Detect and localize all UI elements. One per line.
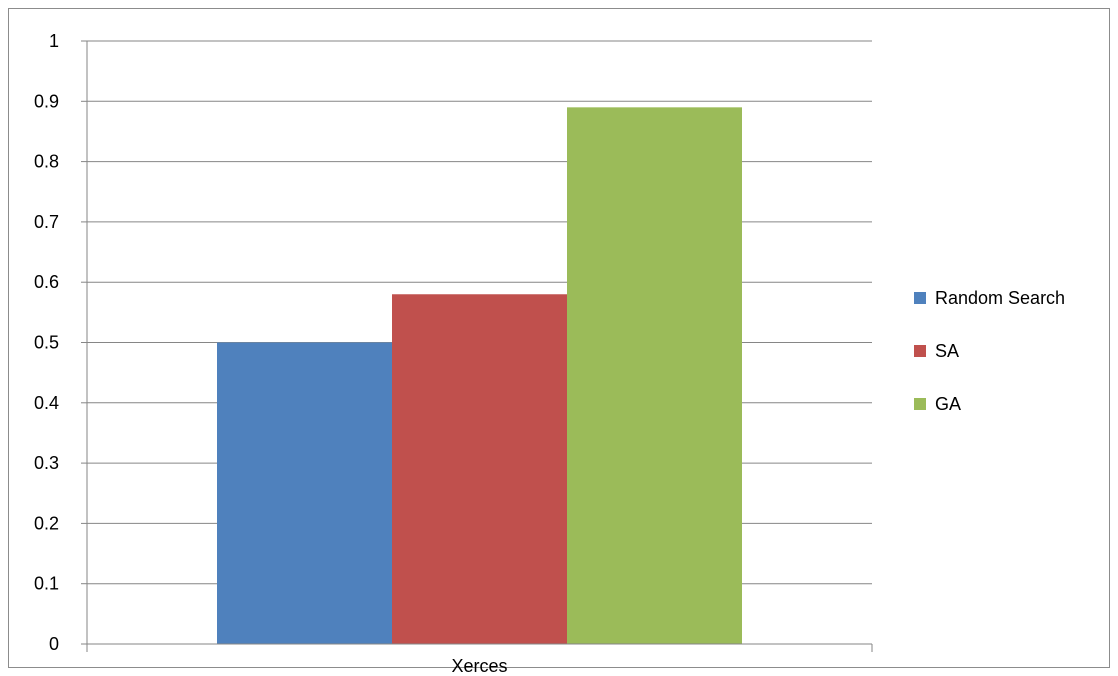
legend-label: Random Search [935,288,1065,308]
y-tick-labels: 0 0.1 0.2 0.3 0.4 0.5 0.6 0.7 0.8 0.9 1 [34,31,87,654]
y-tick-label: 0.1 [34,574,59,594]
y-tick-label: 0 [49,634,59,654]
y-tick-label: 0.8 [34,152,59,172]
y-tick-label: 0.6 [34,272,59,292]
x-category-label: Xerces [451,656,507,676]
bar-sa [392,294,567,644]
legend-swatch [914,398,926,410]
y-tick-label: 0.5 [34,333,59,353]
legend-swatch [914,345,926,357]
legend: Random Search SA GA [914,288,1065,414]
legend-swatch [914,292,926,304]
y-tick-label: 1 [49,31,59,51]
x-category-labels: Xerces [86,644,873,676]
bar-ga [567,107,742,644]
legend-label: SA [935,341,959,361]
bar-random-search [217,342,392,644]
y-tick-label: 0.4 [34,393,59,413]
y-tick-label: 0.9 [34,91,59,111]
legend-label: GA [935,394,961,414]
y-tick-label: 0.2 [34,513,59,533]
bars [217,107,742,644]
y-tick-label: 0.7 [34,212,59,232]
y-tick-label: 0.3 [34,453,59,473]
